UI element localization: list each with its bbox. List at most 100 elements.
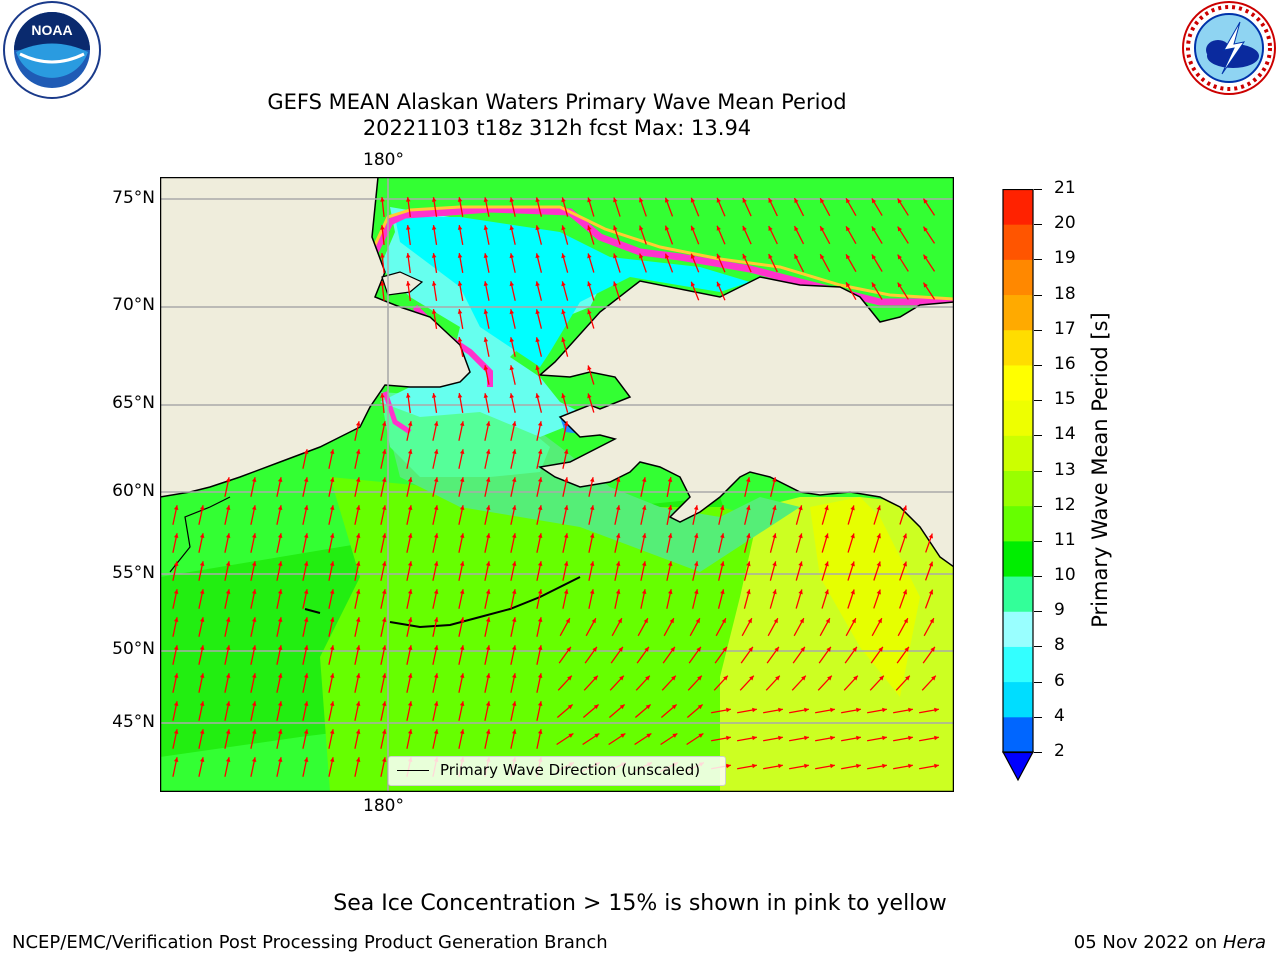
wave-arrow-head [722,646,727,652]
wave-arrow-head [620,733,626,738]
wave-arrow-head [355,505,361,511]
wave-arrow-head [726,763,731,769]
wave-arrow-head [568,733,574,738]
colorbar-tick-mark [1034,364,1042,366]
wave-arrow-head [459,477,465,483]
wave-arrow-head [928,589,934,595]
wave-arrow-head [535,225,540,231]
wave-arrow-head [433,449,439,455]
colorbar-tick-mark [1034,540,1042,542]
lon-label-top: 180° [363,150,404,170]
wave-arrow-head [694,589,699,595]
wave-arrow-head [509,225,515,231]
wave-arrow-head [355,477,361,483]
wave-arrow-head [772,589,777,595]
wave-arrow-head [355,449,361,455]
wave-arrow-head [277,505,283,511]
colorbar-tick-label: 4 [1054,705,1065,726]
colorbar-tick-mark [1034,716,1042,718]
wave-arrow-head [303,701,309,707]
wave-arrow-head [615,477,621,483]
wave-arrow-head [381,533,387,539]
wave-arrow-head [563,533,569,539]
wave-arrow-head [303,561,309,567]
colorbar-bin [1003,470,1033,507]
wave-arrow-head [716,225,721,231]
wave-arrow-head [698,733,704,738]
wave-arrow-head [459,561,465,567]
wave-arrow-head [746,505,751,511]
wave-arrow-head [535,253,540,259]
wave-arrow-head [908,707,913,713]
colorbar-bin [1003,611,1033,647]
wave-arrow-head [381,505,387,511]
wave-arrow-head [173,617,179,623]
wave-arrow-head [876,533,881,539]
legend-label: Primary Wave Direction (unscaled) [440,761,701,779]
colorbar-tick-label: 2 [1054,741,1065,761]
colorbar-bin [1003,189,1033,225]
wave-arrow-head [511,673,517,679]
wave-arrow-head [483,365,489,371]
wave-arrow-head [749,675,754,681]
wave-arrow-head [798,505,803,511]
svg-text:NOAA: NOAA [31,22,72,38]
wave-arrow-head [667,561,673,567]
wave-arrow-head [355,645,361,651]
wave-arrow-head [277,561,283,567]
wave-arrow-head [882,763,887,769]
wave-arrow-head [173,757,179,763]
wave-arrow-head [772,533,777,539]
wave-arrow-head [407,477,413,483]
wave-arrow-head [535,337,540,343]
wave-arrow-head [407,421,413,427]
wave-arrow-head [589,589,595,595]
wave-arrow-head [511,505,517,511]
wave-arrow-head [380,225,385,230]
wave-arrow-head [355,533,361,539]
wave-arrow-head [277,729,283,735]
wave-arrow-head [587,393,592,399]
wave-arrow-head [511,729,517,735]
wave-arrow-head [567,675,572,681]
land-alaska [538,177,954,568]
wave-arrow-head [667,477,673,482]
colorbar-tick-mark [1034,294,1042,296]
wave-arrow-head [303,477,309,483]
wave-arrow-head [225,561,231,567]
wave-arrow-head [773,618,778,624]
wave-arrow-head [225,533,231,539]
wave-arrow-head [173,673,179,679]
wave-arrow-head [587,281,592,287]
aleutian-islands [389,576,581,629]
wave-arrow-head [902,561,907,567]
colorbar-tick-label: 17 [1054,318,1076,339]
branch-credit: NCEP/EMC/Verification Post Processing Pr… [12,932,608,953]
wave-arrow-head [485,561,491,567]
wave-arrow-head [613,225,618,231]
wave-arrow-head [639,225,644,231]
wave-arrow-head [589,561,595,567]
wave-arrow-head [199,645,205,651]
wave-arrow-head [251,645,257,651]
wave-arrow-head [824,533,829,539]
wave-arrow-head [772,505,777,511]
wave-arrow-head [431,393,437,398]
wave-arrow-head [871,254,877,260]
wave-arrow-head [433,617,439,623]
wave-arrow-head [664,197,670,203]
run-date: 05 Nov 2022 on Hera [1074,932,1266,953]
wave-arrow-head [593,704,599,710]
wave-arrow-head [329,589,335,595]
wave-arrow-head [774,646,779,652]
wave-arrow-head [853,675,858,681]
wave-arrow-head [459,673,465,679]
wave-arrow-head [537,449,543,455]
wave-arrow-head [846,254,851,260]
wave-arrow-head [173,645,179,651]
wave-arrow-head [329,449,335,455]
wave-arrow-head [406,253,411,258]
wave-arrow-head [719,505,725,511]
wave-arrow-head [641,533,647,539]
wave-arrow-head [646,733,652,738]
